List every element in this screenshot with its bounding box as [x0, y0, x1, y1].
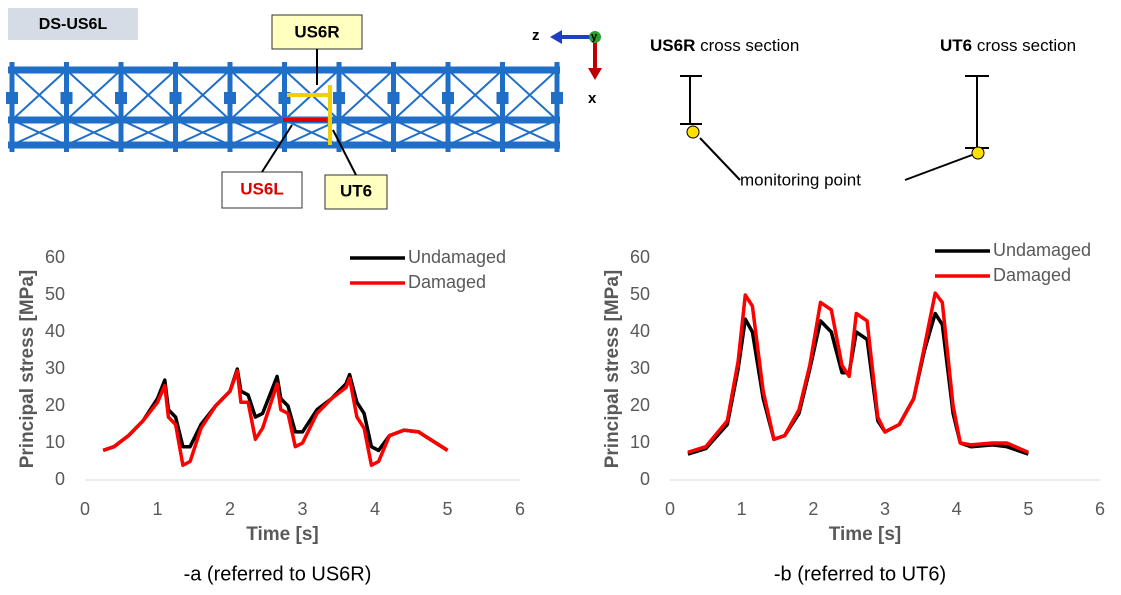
- x-tick-label: 6: [1095, 499, 1105, 519]
- legend-label: Undamaged: [408, 247, 506, 267]
- x-tick-label: 3: [297, 499, 307, 519]
- monitoring-point: [686, 125, 700, 139]
- label-us6r: US6R: [294, 22, 339, 41]
- x-axis-title: Time [s]: [829, 524, 902, 545]
- axis-arrow: [550, 30, 562, 44]
- caption: -b (referred to UT6): [774, 563, 946, 585]
- brace: [501, 69, 558, 121]
- y-tick-label: 0: [640, 469, 650, 489]
- axis-y: y: [591, 31, 598, 43]
- node: [115, 92, 127, 104]
- section-name: US6R: [650, 36, 695, 55]
- x-tick-label: 2: [225, 499, 235, 519]
- x-tick-label: 1: [152, 499, 162, 519]
- brace: [65, 69, 122, 121]
- section-name: UT6: [940, 36, 972, 55]
- monitoring-point: [971, 146, 985, 160]
- y-tick-label: 20: [630, 395, 650, 415]
- line-series: [102, 367, 449, 453]
- legend-label: Undamaged: [993, 240, 1091, 260]
- legend-label: Damaged: [993, 265, 1071, 285]
- y-tick-label: 10: [45, 432, 65, 452]
- node: [333, 92, 345, 104]
- brace: [175, 119, 231, 146]
- y-tick-label: 50: [630, 284, 650, 304]
- brace: [447, 119, 503, 146]
- axis-arrow: [588, 68, 602, 80]
- section-text: cross section: [695, 36, 799, 55]
- brace: [392, 69, 449, 121]
- y-tick-label: 0: [55, 469, 65, 489]
- legend-label: Damaged: [408, 272, 486, 292]
- y-tick-label: 20: [45, 395, 65, 415]
- monitoring-label: monitoring point: [740, 170, 861, 189]
- x-tick-label: 1: [737, 499, 747, 519]
- node: [387, 92, 400, 104]
- x-tick-label: 5: [1023, 499, 1033, 519]
- x-tick-label: 2: [808, 499, 818, 519]
- y-tick-label: 30: [45, 358, 65, 378]
- y-tick-label: 60: [630, 247, 650, 267]
- x-tick-label: 4: [952, 499, 962, 519]
- brace: [120, 69, 177, 121]
- line-series: [687, 291, 1029, 454]
- tag-box: [8, 8, 138, 40]
- brace: [11, 119, 67, 146]
- line-series: [102, 369, 449, 467]
- tag: DS-US6L: [39, 16, 108, 33]
- leader: [261, 124, 293, 173]
- brace: [11, 69, 68, 121]
- y-axis-title: Principal stress [MPa]: [602, 270, 623, 469]
- node: [496, 92, 509, 104]
- node: [6, 92, 18, 104]
- y-tick-label: 60: [45, 247, 65, 267]
- label-ut6: UT6: [340, 181, 372, 200]
- brace: [338, 119, 394, 146]
- brace: [393, 119, 449, 146]
- structure-diagram: [6, 62, 563, 152]
- node: [442, 92, 454, 104]
- x-axis-title: Time [s]: [246, 524, 319, 545]
- label-us6l: US6L: [240, 179, 283, 198]
- label-box: [271, 14, 363, 50]
- brace: [229, 119, 285, 146]
- x-tick-label: 6: [515, 499, 525, 519]
- x-tick-label: 0: [80, 499, 90, 519]
- node: [60, 92, 73, 104]
- y-axis-title: Principal stress [MPa]: [17, 270, 38, 469]
- x-tick-label: 4: [370, 499, 380, 519]
- brace: [502, 119, 558, 146]
- brace: [229, 69, 286, 121]
- brace: [338, 69, 395, 121]
- axis-z: z: [532, 27, 540, 44]
- y-tick-label: 10: [630, 432, 650, 452]
- axis-x: x: [588, 90, 597, 107]
- y-tick-label: 30: [630, 358, 650, 378]
- leader: [332, 129, 357, 176]
- node: [551, 92, 563, 104]
- brace: [120, 119, 176, 146]
- x-tick-label: 0: [665, 499, 675, 519]
- brace: [174, 69, 231, 121]
- node: [169, 92, 182, 104]
- y-tick-label: 40: [630, 321, 650, 341]
- y-tick-label: 40: [45, 321, 65, 341]
- section-title: US6R cross section: [650, 36, 799, 55]
- label-box: [324, 174, 388, 210]
- axis-origin: [589, 31, 601, 43]
- section-title: UT6 cross section: [940, 36, 1076, 55]
- section-text: cross section: [972, 36, 1076, 55]
- x-tick-label: 5: [442, 499, 452, 519]
- caption: -a (referred to US6R): [184, 563, 372, 585]
- y-tick-label: 50: [45, 284, 65, 304]
- brace: [66, 119, 122, 146]
- brace: [447, 69, 504, 121]
- node: [224, 92, 236, 104]
- line-series: [687, 311, 1029, 456]
- x-tick-label: 3: [880, 499, 890, 519]
- cross-sections: [680, 75, 989, 181]
